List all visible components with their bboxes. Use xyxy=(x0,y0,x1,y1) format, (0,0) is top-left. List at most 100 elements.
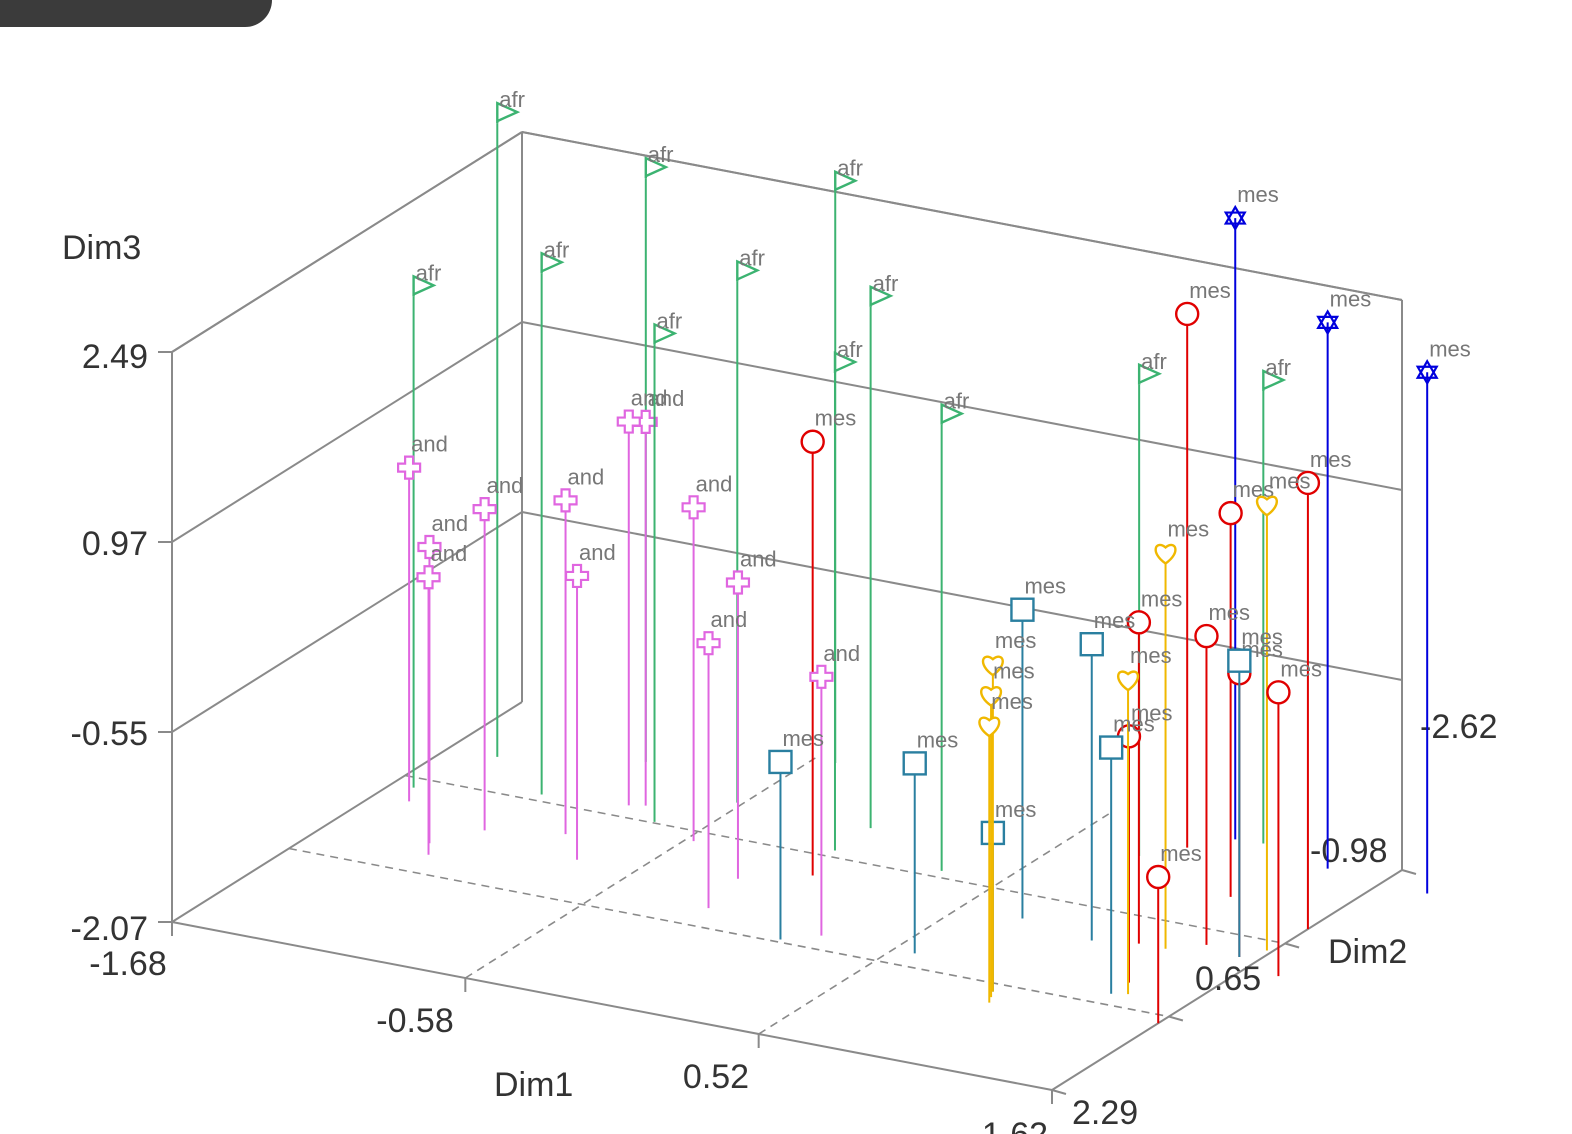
cross-marker xyxy=(416,565,441,590)
z-tick-label: 0.97 xyxy=(82,525,148,563)
y-tick-label: 2.29 xyxy=(1072,1094,1138,1132)
point-label: and xyxy=(696,471,733,496)
point-label: mes xyxy=(1160,841,1202,866)
square-marker xyxy=(768,749,793,775)
y-tick-mark xyxy=(1401,869,1417,875)
z-tick-label: -0.55 xyxy=(71,715,149,753)
back-wall-gridline xyxy=(521,321,1403,491)
heart-marker xyxy=(1154,543,1177,565)
cross-marker xyxy=(472,497,497,522)
point-label: and xyxy=(431,541,468,566)
star-marker xyxy=(1316,315,1340,336)
point-label: mes xyxy=(1208,600,1250,625)
top-tab-bar xyxy=(0,0,272,27)
point-label: afr xyxy=(1141,349,1167,374)
heart-marker xyxy=(981,655,1004,677)
point-label: and xyxy=(411,432,448,457)
flag-marker xyxy=(869,285,894,307)
point-label: mes xyxy=(993,659,1035,684)
floor-gridline xyxy=(758,813,1110,1035)
left-wall-gridline xyxy=(171,321,523,543)
floor-gridline xyxy=(404,774,1286,945)
point-label: afr xyxy=(873,271,899,296)
point-label: and xyxy=(431,511,468,536)
left-wall-gridline xyxy=(171,131,523,353)
floor-back-left-edge xyxy=(171,701,523,923)
left-wall-gridline xyxy=(171,511,523,733)
y-axis-line xyxy=(1051,869,1403,1091)
y-tick-mark xyxy=(1168,1015,1184,1022)
circle-marker xyxy=(1126,610,1152,635)
point-label: and xyxy=(711,607,748,632)
point-label: mes xyxy=(991,689,1033,714)
point-label: mes xyxy=(1269,468,1311,493)
star-marker xyxy=(1223,211,1247,232)
circle-marker xyxy=(1295,470,1321,496)
square-marker xyxy=(1010,597,1035,622)
circle-marker xyxy=(800,429,825,454)
back-wall-gridline xyxy=(521,131,1403,301)
cross-marker xyxy=(564,563,590,589)
flag-marker xyxy=(653,322,678,345)
point-label: afr xyxy=(416,260,442,285)
z-tick-label: 2.49 xyxy=(82,338,148,376)
point-label: afr xyxy=(657,308,683,333)
heart-marker xyxy=(980,686,1003,708)
point-label: mes xyxy=(1113,712,1155,737)
point-label: mes xyxy=(1237,182,1279,207)
x-tick-label: 0.52 xyxy=(683,1058,749,1096)
x-axis-line xyxy=(171,921,1053,1091)
point-label: afr xyxy=(837,156,863,181)
point-label: afr xyxy=(648,142,674,167)
y-tick-label: -2.62 xyxy=(1420,708,1498,746)
flag-marker xyxy=(736,259,761,282)
point-label: mes xyxy=(1131,700,1173,725)
flag-marker xyxy=(412,274,437,297)
circle-marker xyxy=(1146,864,1171,890)
floor-gridline xyxy=(288,847,1170,1018)
circle-marker xyxy=(1174,301,1200,327)
flag-marker xyxy=(540,251,565,274)
point-label: afr xyxy=(499,87,525,112)
cross-marker xyxy=(397,455,422,480)
flag-marker xyxy=(1137,362,1163,385)
cross-marker xyxy=(616,409,641,434)
back-wall-gridline xyxy=(521,511,1403,681)
point-label: and xyxy=(487,473,524,498)
star-marker xyxy=(1223,204,1247,225)
heart-marker xyxy=(1117,670,1140,692)
flag-marker xyxy=(644,156,669,179)
cross-marker xyxy=(417,534,442,560)
heart-marker xyxy=(978,716,1001,738)
point-label: mes xyxy=(1280,656,1322,681)
point-label: mes xyxy=(1241,625,1283,650)
point-label: afr xyxy=(944,389,970,414)
flag-marker xyxy=(833,351,858,374)
y-axis-title: Dim2 xyxy=(1328,933,1407,971)
x-tick-label: -0.58 xyxy=(376,1002,454,1040)
flag-marker xyxy=(1262,369,1287,392)
point-label: mes xyxy=(1130,643,1172,668)
x-tick-label: -1.68 xyxy=(89,945,167,983)
point-label: mes xyxy=(1330,286,1372,311)
cross-marker xyxy=(553,488,578,513)
point-label: mes xyxy=(782,726,824,751)
point-label: mes xyxy=(917,727,959,752)
floor-gridline xyxy=(464,757,816,979)
square-marker xyxy=(902,751,927,776)
point-label: mes xyxy=(1024,574,1066,599)
cross-marker xyxy=(809,664,834,689)
circle-marker xyxy=(1194,623,1219,649)
y-tick-label: -0.98 xyxy=(1310,832,1388,870)
points-layer: afrmesafrmesmesmesafrafrmesafrafrafrmesa… xyxy=(397,87,1471,1024)
square-marker xyxy=(1227,648,1252,673)
cross-marker xyxy=(681,495,706,520)
point-label: mes xyxy=(1429,336,1471,361)
square-marker xyxy=(1098,735,1124,760)
circle-marker xyxy=(1266,680,1291,705)
point-label: afr xyxy=(544,237,570,262)
point-label: mes xyxy=(1310,447,1352,472)
point-label: and xyxy=(579,540,616,565)
point-label: mes xyxy=(995,797,1037,822)
y-tick-label: 0.65 xyxy=(1195,960,1261,998)
